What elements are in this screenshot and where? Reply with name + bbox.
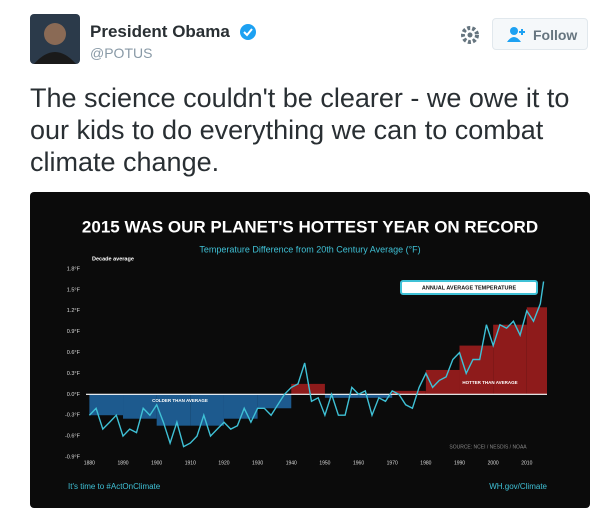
x-tick-label: 1940: [286, 460, 297, 466]
footer-right: WH.gov/Climate: [489, 482, 547, 491]
annual-line: [88, 281, 545, 448]
decade-bar: [89, 394, 124, 416]
y-tick-label: 0.9°F: [67, 329, 81, 335]
y-tick-label: 0.3°F: [67, 371, 81, 377]
y-tick-label: -0.6°F: [65, 434, 81, 440]
avatar-face: [44, 23, 66, 45]
x-tick-label: 1900: [151, 460, 162, 466]
chart-subtitle: Temperature Difference from 20th Century…: [199, 244, 420, 254]
decade-bar: [291, 383, 325, 395]
x-tick-label: 1960: [353, 460, 364, 466]
settings-icon[interactable]: [461, 26, 479, 44]
decade-bar: [425, 369, 460, 395]
x-tick-label: 2010: [521, 460, 532, 466]
decade-bar: [493, 324, 527, 395]
annotation-box: [400, 280, 538, 295]
y-tick-label: 1.5°F: [67, 287, 81, 293]
decade-bar: [257, 394, 292, 409]
chart-background: [30, 192, 590, 508]
settings-hub: [467, 32, 473, 38]
annotation-above: HOTTER THAN AVERAGE: [462, 380, 517, 385]
y-tick-label: 1.8°F: [67, 266, 81, 272]
x-tick-label: 1920: [218, 460, 229, 466]
x-tick-label: 1970: [387, 460, 398, 466]
tweet-text: The science couldn't be clearer - we owe…: [30, 83, 570, 177]
y-tick-label: -0.3°F: [65, 413, 81, 419]
chart-title: 2015 WAS OUR PLANET'S HOTTEST YEAR ON RE…: [82, 217, 538, 236]
follow-label[interactable]: Follow: [533, 27, 578, 43]
x-tick-label: 1910: [185, 460, 196, 466]
legend-label: Decade average: [92, 256, 134, 262]
annotation-line: ANNUAL AVERAGE TEMPERATURE: [422, 285, 517, 291]
verified-check: [243, 28, 253, 37]
author-name[interactable]: President Obama: [90, 22, 230, 41]
x-tick-label: 1930: [252, 460, 263, 466]
x-tick-label: 1990: [454, 460, 465, 466]
decade-bar: [358, 394, 393, 398]
x-tick-label: 1950: [319, 460, 330, 466]
source: SOURCE: NCEI / NESDIS / NOAA: [449, 444, 527, 450]
avatar-suit: [34, 52, 76, 64]
decade-bar: [190, 394, 224, 426]
y-tick-label: 1.2°F: [67, 308, 81, 314]
follow-button[interactable]: Follow: [492, 18, 588, 50]
follow-icon: [507, 27, 525, 42]
x-tick-label: 2000: [488, 460, 499, 466]
verified-badge: [240, 24, 256, 40]
decade-bar: [324, 394, 359, 398]
footer-left: It's time to #ActOnClimate: [68, 482, 161, 491]
decade-bar: [526, 307, 547, 395]
y-tick-label: 0.6°F: [67, 350, 81, 356]
y-tick-label: 0.0°F: [67, 392, 81, 398]
decade-bar: [392, 390, 426, 395]
decade-bar: [223, 394, 258, 419]
x-tick-label: 1980: [420, 460, 431, 466]
y-tick-label: -0.9°F: [65, 454, 81, 460]
author-handle[interactable]: @POTUS: [90, 45, 153, 61]
annotation-below: COLDER THAN AVERAGE: [152, 398, 208, 403]
x-tick-label: 1890: [117, 460, 128, 466]
x-tick-label: 1880: [84, 460, 95, 466]
